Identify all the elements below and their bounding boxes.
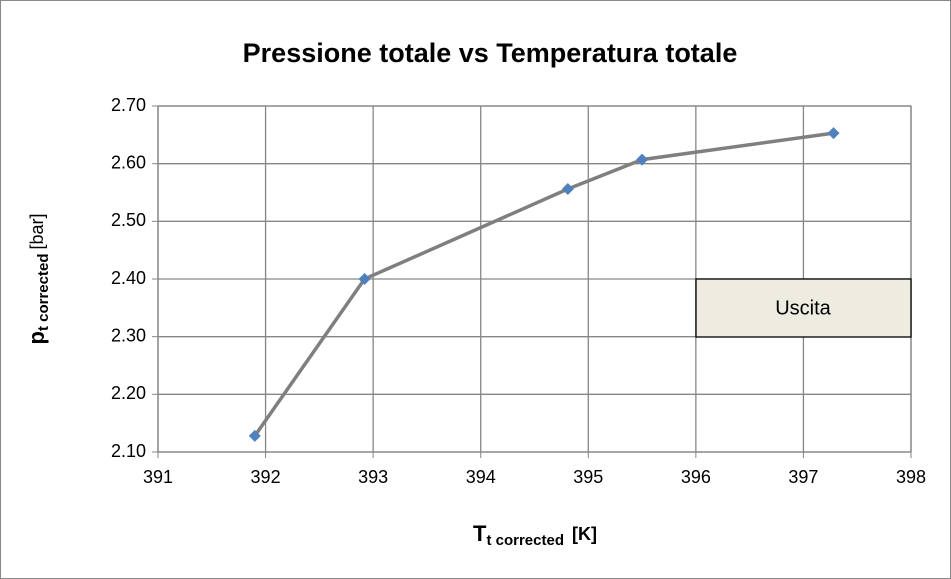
x-tick-label: 397: [788, 467, 818, 487]
y-tick-label: 2.50: [111, 210, 146, 230]
annotation-box: [695, 278, 912, 338]
annotation-text: Uscita: [775, 297, 831, 319]
point-marker: [248, 429, 261, 442]
y-tick-label: 2.70: [111, 95, 146, 115]
x-tick-label: 395: [573, 467, 603, 487]
y-axis-label: pt corrected [bar]: [24, 213, 52, 344]
x-label-unit: [K]: [572, 524, 597, 544]
x-tick-label: 391: [143, 467, 173, 487]
y-tick-label: 2.10: [111, 441, 146, 461]
y-label-sub: t corrected: [35, 254, 52, 332]
x-label-main: T: [473, 521, 487, 546]
x-tick-label: 393: [358, 467, 388, 487]
x-tick-label: 396: [681, 467, 711, 487]
x-tick-label: 398: [896, 467, 926, 487]
y-tick-label: 2.30: [111, 325, 146, 345]
y-tick-label: 2.40: [111, 268, 146, 288]
point-marker: [358, 273, 371, 285]
x-tick-label: 392: [251, 467, 281, 487]
point-marker: [561, 183, 574, 196]
chart-title: Pressione totale vs Temperatura totale: [243, 38, 738, 68]
x-label-sub: t corrected: [486, 532, 564, 549]
y-label-unit: [bar]: [27, 213, 47, 249]
y-tick-label: 2.20: [111, 383, 146, 403]
x-tick-label: 394: [466, 467, 496, 487]
x-axis-label: Tt corrected [K]: [473, 521, 597, 549]
point-marker: [827, 127, 840, 140]
y-tick-label: 2.60: [111, 152, 146, 172]
point-marker: [636, 153, 649, 166]
y-label-main: p: [24, 331, 49, 344]
